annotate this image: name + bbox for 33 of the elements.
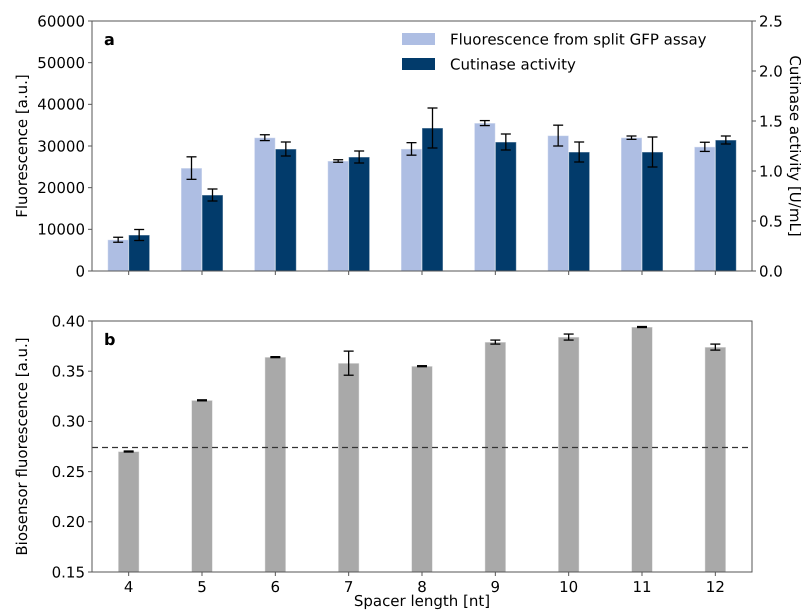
x-tick-label: 10 xyxy=(559,578,578,596)
y2-tick-label: 2.0 xyxy=(759,62,783,80)
y-tick-label: 50000 xyxy=(37,54,85,72)
x-tick-label: 7 xyxy=(344,578,354,596)
x-tick-label: 9 xyxy=(490,578,500,596)
annotation: a xyxy=(104,30,115,49)
y-tick-label: 0 xyxy=(75,262,85,280)
y-tick-label: 0.20 xyxy=(52,513,85,532)
x-tick-label: 4 xyxy=(124,578,134,596)
x-tick-label: 6 xyxy=(270,578,280,596)
y-tick-label: 0.35 xyxy=(52,362,85,380)
y-tick-label: 0.30 xyxy=(52,412,85,431)
x-tick-label: 5 xyxy=(197,578,207,596)
y-tick-label: 30000 xyxy=(37,137,85,156)
y-axis-title: Biosensor fluorescence [a.u.] xyxy=(13,337,31,556)
y-tick-label: 40000 xyxy=(37,96,85,114)
y2-tick-label: 0.0 xyxy=(759,262,783,280)
x-tick-label: 11 xyxy=(632,578,652,596)
y2-tick-label: 1.5 xyxy=(759,112,783,130)
y-tick-label: 60000 xyxy=(37,12,85,30)
y-tick-label: 0.40 xyxy=(52,312,85,330)
y2-tick-label: 2.5 xyxy=(759,12,783,30)
y2-tick-label: 0.5 xyxy=(759,212,783,230)
y-axis-title: Fluorescence [a.u.] xyxy=(13,74,31,218)
y2-tick-label: 1.0 xyxy=(759,162,783,180)
annotation: b xyxy=(104,330,116,349)
y-tick-label: 0.25 xyxy=(52,462,85,481)
legend-label: Fluorescence from split GFP assay xyxy=(450,30,707,48)
y-tick-label: 20000 xyxy=(37,178,85,197)
legend-label: Cutinase activity xyxy=(450,55,576,74)
x-tick-label: 12 xyxy=(706,578,725,596)
y-tick-label: 0.15 xyxy=(52,563,85,582)
y-tick-label: 10000 xyxy=(37,220,85,239)
